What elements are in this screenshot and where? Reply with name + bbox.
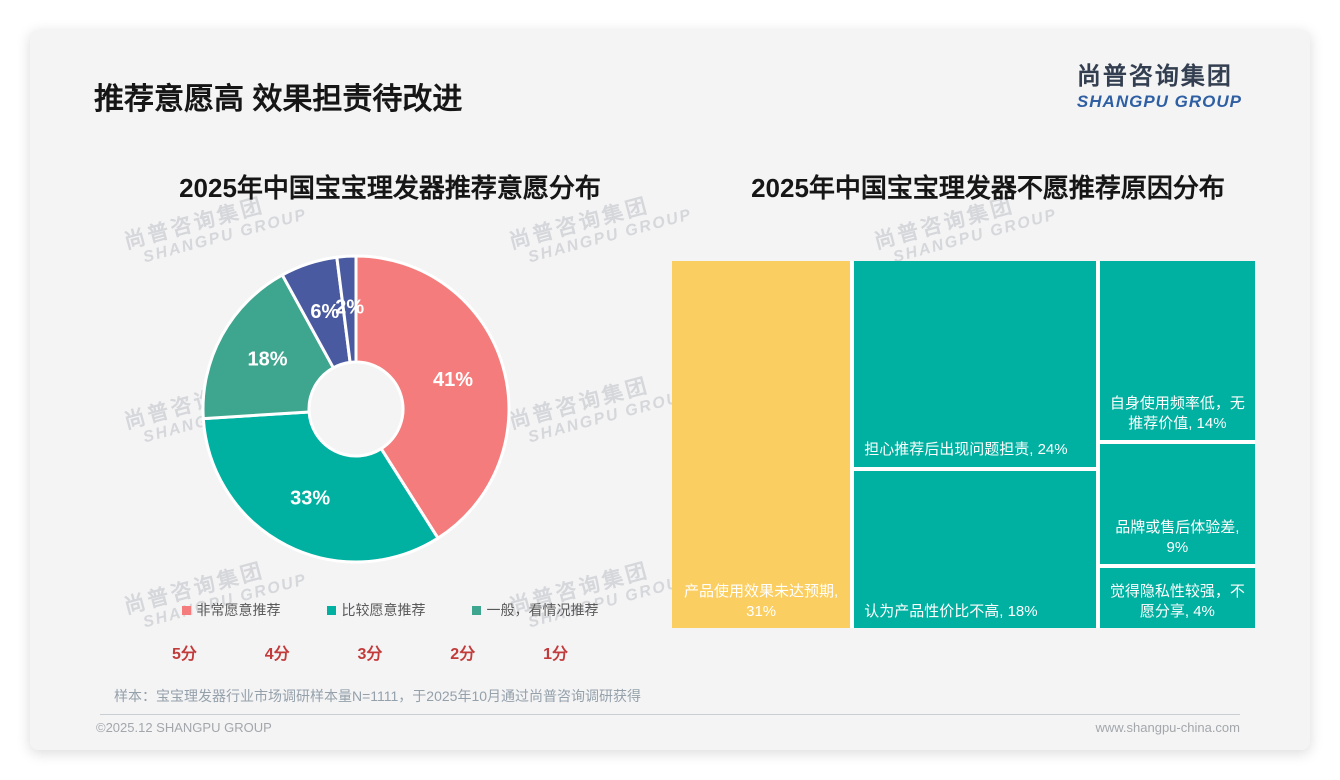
score-label: 2分 <box>450 646 476 663</box>
watermark-text-en: SHANGPU GROUP <box>891 206 1060 267</box>
legend-marker <box>471 605 481 615</box>
donut-slice-label: 33% <box>290 487 330 509</box>
legend-label: 一般，看情况推荐 <box>486 602 599 618</box>
footer-divider <box>100 714 1240 715</box>
legend-label: 非常愿意推荐 <box>196 602 281 618</box>
donut-slice-label: 6% <box>310 301 339 323</box>
donut-chart: 41% 33% 18% 6%2% <box>201 254 511 564</box>
logo-text-cn: 尚普咨询集团 <box>1076 63 1233 90</box>
treemap-cell: 觉得隐私性较强，不 愿分享, 4% <box>1099 568 1255 629</box>
treemap-cell: 认为产品性价比不高, 18% <box>854 470 1096 628</box>
treemap-cell: 品牌或售后体验差, 9% <box>1099 444 1255 565</box>
slide-card: 尚普咨询集团 SHANGPU GROUP 尚普咨询集团 SHANGPU GROUP 尚普… <box>30 30 1310 750</box>
donut-slice <box>335 254 358 364</box>
legend-item: 一般，看情况推荐 <box>471 600 599 620</box>
treemap-column: 担心推荐后出现问题担责, 24% 认为产品性价比不高, 18% <box>854 261 1096 628</box>
donut-slice-label: 2% <box>335 296 364 318</box>
treemap-chart: 产品使用效果未达预期, 31% 担心推荐后出现问题担责, 24% 认为产品性价比不高… <box>672 261 1255 629</box>
donut-legend: 非常愿意推荐 比较愿意推荐 一般，看情况推荐 <box>140 600 640 620</box>
score-label: 3分 <box>357 646 383 663</box>
watermark-text-cn: 尚普咨询集团 <box>506 374 652 434</box>
donut-slice <box>201 410 440 564</box>
watermark-text-en: SHANGPU GROUP <box>526 386 695 447</box>
treemap-chart-title: 2025年中国宝宝理发器不愿推荐原因分布 <box>751 173 1225 203</box>
treemap-cell: 担心推荐后出现问题担责, 24% <box>854 261 1096 467</box>
sample-note: 样本：宝宝理发器行业市场调研样本量N=1111，于2025年10月通过尚普咨询调… <box>114 688 642 704</box>
treemap-column: 自身使用频率低，无 推荐价值, 14% 品牌或售后体验差, 9% 觉得隐私性较强，不… <box>1099 261 1255 629</box>
page-title: 推荐意愿高 效果担责待改进 <box>94 83 463 116</box>
company-logo: 尚普咨询集团 SHANGPU GROUP <box>1077 56 1242 112</box>
watermark-text-en: SHANGPU GROUP <box>526 206 695 267</box>
logo-text-en: SHANGPU GROUP <box>1076 92 1242 111</box>
treemap-cell: 产品使用效果未达预期, 31% <box>672 261 851 628</box>
donut-slice-label: 41% <box>433 369 473 391</box>
legend-item: 非常愿意推荐 <box>181 600 281 620</box>
legend-label: 比较愿意推荐 <box>341 602 426 618</box>
donut-slice-label: 18% <box>247 349 287 371</box>
legend-marker <box>181 605 191 615</box>
footer-copyright: ©2025.12 SHANGPU GROUP <box>96 720 272 735</box>
score-axis: 5分 4分 3分 2分 1分 <box>172 640 568 664</box>
donut-chart-title: 2025年中国宝宝理发器推荐意愿分布 <box>179 173 601 203</box>
legend-item: 比较愿意推荐 <box>326 600 426 620</box>
score-label: 1分 <box>543 646 568 663</box>
footer-website: www.shangpu-china.com <box>1095 720 1240 735</box>
score-label: 4分 <box>264 646 290 663</box>
treemap-cell: 自身使用频率低，无 推荐价值, 14% <box>1099 261 1255 441</box>
legend-marker <box>326 605 336 615</box>
treemap-column: 产品使用效果未达预期, 31% <box>672 261 851 628</box>
score-label: 5分 <box>172 646 197 663</box>
